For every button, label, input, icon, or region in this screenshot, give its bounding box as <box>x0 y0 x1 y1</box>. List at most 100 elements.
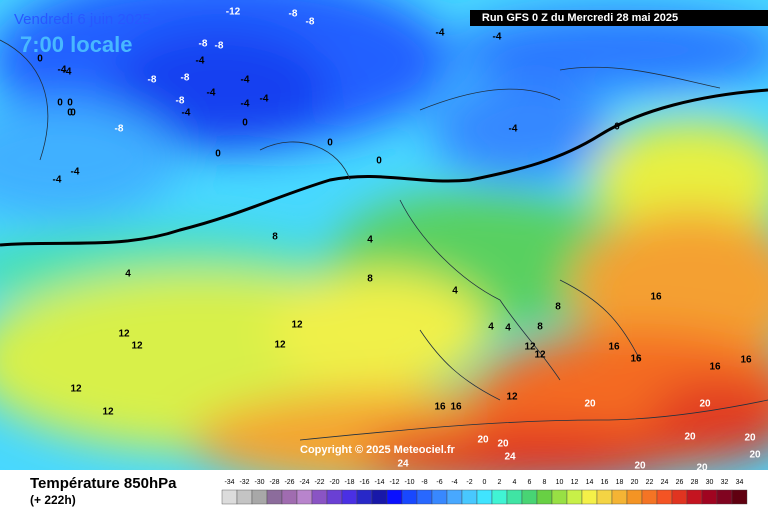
legend-swatch <box>641 489 658 505</box>
contour-label: 24 <box>397 459 409 470</box>
legend-swatch <box>491 489 508 505</box>
legend-label: 6 <box>528 479 532 486</box>
legend-label: -4 <box>451 479 457 486</box>
contour-label: 0 <box>614 122 620 133</box>
contour-label: 0 <box>242 118 248 129</box>
contour-label: 0 <box>57 98 63 109</box>
legend-swatch <box>686 489 703 505</box>
contour-label: 12 <box>102 407 114 418</box>
legend-label: 26 <box>676 479 684 486</box>
legend-label: -6 <box>436 479 442 486</box>
contour-label: -4 <box>182 108 191 119</box>
contour-label: -8 <box>115 124 124 135</box>
legend-label: 16 <box>601 479 609 486</box>
legend-label: -12 <box>389 479 399 486</box>
temperature-field <box>0 0 768 470</box>
contour-label: 20 <box>584 399 596 410</box>
contour-label: -8 <box>176 96 185 107</box>
contour-label: 16 <box>630 354 642 365</box>
contour-label: 0 <box>376 156 382 167</box>
legend-swatch <box>521 489 538 505</box>
contour-label: 8 <box>555 302 561 313</box>
legend-swatch <box>611 489 628 505</box>
contour-label: 0 <box>215 149 221 160</box>
legend-swatch <box>716 489 733 505</box>
contour-label: -4 <box>63 67 72 78</box>
contour-label: 16 <box>450 402 462 413</box>
contour-label: 4 <box>125 269 131 280</box>
contour-label: 8 <box>537 322 543 333</box>
contour-label: 16 <box>608 342 620 353</box>
contour-label: 4 <box>505 323 511 334</box>
copyright: Copyright © 2025 Meteociel.fr <box>300 444 456 456</box>
legend-label: -22 <box>314 479 324 486</box>
contour-label: -4 <box>241 75 250 86</box>
legend-swatch <box>656 489 673 505</box>
legend-label: 18 <box>616 479 624 486</box>
legend-swatch <box>461 489 478 505</box>
contour-label: 12 <box>291 320 303 331</box>
legend-label: -14 <box>374 479 384 486</box>
legend-label: -8 <box>421 479 427 486</box>
coastlines <box>0 39 768 441</box>
footer-title: Température 850hPa <box>30 475 177 492</box>
contour-label: 20 <box>749 450 761 461</box>
legend-label: -16 <box>359 479 369 486</box>
contour-label: -4 <box>207 88 216 99</box>
legend-swatch <box>281 489 298 505</box>
contour-label: 20 <box>744 433 756 444</box>
run-box <box>470 10 768 26</box>
valid-time: Vendredi 6 juin 2025 <box>14 11 151 28</box>
contour-label: 16 <box>434 402 446 413</box>
contour-label: 16 <box>709 362 721 373</box>
contour-label: 16 <box>650 292 662 303</box>
contour-label: 20 <box>684 432 696 443</box>
legend-label: -24 <box>299 479 309 486</box>
legend-swatch <box>326 489 343 505</box>
map-labels: -12 -8-8-4 -4-8 -8-4-8 -8-4-4-8 -4-4-4-8-40-4… <box>37 7 761 474</box>
contour-label: -4 <box>53 175 62 186</box>
contour-label: -8 <box>306 17 315 28</box>
legend-label: -2 <box>466 479 472 486</box>
legend-label: -26 <box>284 479 294 486</box>
legend-swatch <box>476 489 493 505</box>
legend-swatch <box>386 489 403 505</box>
legend-label: 34 <box>736 479 744 486</box>
contour-label: 12 <box>118 329 130 340</box>
contour-label: 12 <box>524 342 536 353</box>
color-legend: -34 -32 -30 -28 -26 -24 -22 -20 -18 -16 -14 -12 -10-… <box>221 479 748 505</box>
legend-swatch <box>416 489 433 505</box>
contour-label: 12 <box>534 350 546 361</box>
legend-swatch <box>506 489 523 505</box>
legend-label: -30 <box>254 479 264 486</box>
contour-label: 4 <box>452 286 458 297</box>
legend-swatch <box>596 489 613 505</box>
legend-label: -10 <box>404 479 414 486</box>
contour-label: -4 <box>260 94 269 105</box>
legend-label: 20 <box>631 479 639 486</box>
contour-label: 0 <box>67 98 73 109</box>
contour-label: 12 <box>131 341 143 352</box>
contour-label: 20 <box>696 463 708 474</box>
legend-label: -28 <box>269 479 279 486</box>
contour-label: -4 <box>436 28 445 39</box>
contour-label: -8 <box>148 75 157 86</box>
legend-swatch <box>581 489 598 505</box>
legend-label: 0 <box>483 479 487 486</box>
legend-swatch <box>731 489 748 505</box>
legend-label: 14 <box>586 479 594 486</box>
contour-label: 0 <box>67 108 73 119</box>
legend-swatch <box>341 489 358 505</box>
contour-label: -8 <box>289 9 298 20</box>
legend-swatch <box>311 489 328 505</box>
contour-label: -4 <box>241 99 250 110</box>
legend-swatch <box>536 489 553 505</box>
legend-label: 8 <box>543 479 547 486</box>
contour-label: 4 <box>488 322 494 333</box>
legend-swatch <box>236 489 253 505</box>
contour-label: 4 <box>367 235 373 246</box>
legend-label: 22 <box>646 479 654 486</box>
contour-label: -12 <box>226 7 241 18</box>
contour-label: -8 <box>181 73 190 84</box>
